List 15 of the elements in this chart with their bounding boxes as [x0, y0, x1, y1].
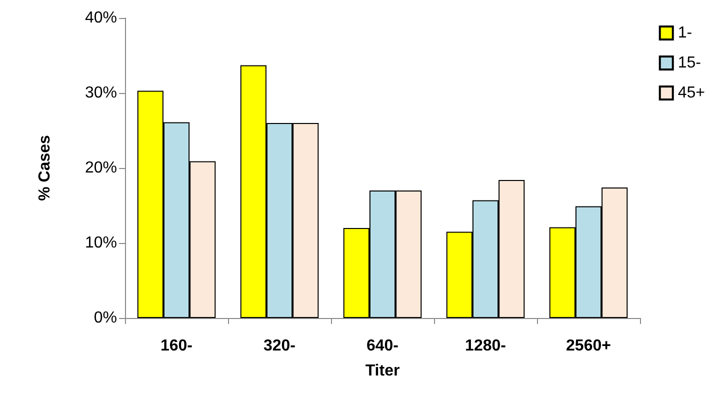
legend-label: 15- [678, 54, 701, 72]
x-axis-title: Titer [365, 362, 400, 380]
y-tick-label: 30% [84, 84, 117, 102]
x-tick-label: 640- [366, 338, 399, 354]
y-tick-label: 10% [84, 234, 117, 252]
x-tick-label: 1280- [465, 338, 506, 354]
y-tick-label: 0% [94, 310, 117, 326]
y-tick-label: 20% [84, 160, 117, 176]
x-tick-label: 2560+ [566, 338, 611, 354]
y-tick-label: 40% [84, 10, 117, 26]
x-tick-label: 160- [160, 338, 193, 354]
x-tick-label: 320- [263, 338, 296, 354]
y-axis-title: % Cases [36, 134, 54, 201]
legend-label: 1- [678, 24, 692, 42]
legend-label: 45+ [678, 84, 705, 102]
